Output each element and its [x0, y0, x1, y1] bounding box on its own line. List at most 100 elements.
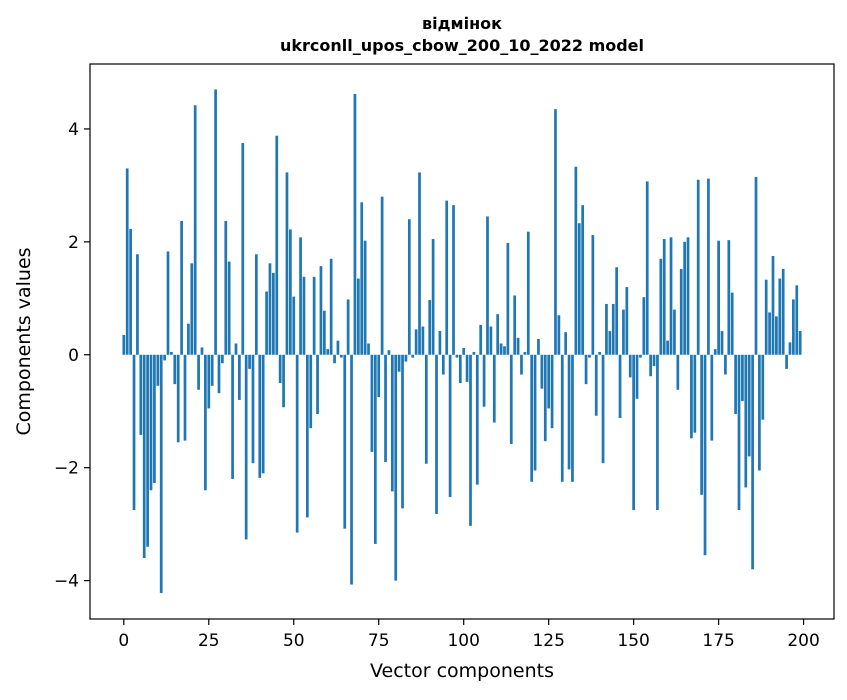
bar [261, 354, 265, 474]
bar [758, 354, 761, 471]
bar [207, 354, 211, 409]
bar [472, 351, 476, 355]
bar [407, 219, 411, 355]
bar [370, 354, 374, 452]
bar [673, 309, 676, 355]
bar [136, 254, 139, 355]
bar [125, 168, 129, 355]
bar [210, 354, 214, 386]
bar [285, 172, 289, 355]
y-tick-label: −4 [54, 572, 79, 592]
chart-title-line-1: відмінок [422, 14, 502, 33]
bar [577, 223, 581, 355]
bar [611, 303, 615, 355]
bar [156, 354, 160, 386]
bar [792, 299, 795, 355]
bar [489, 326, 493, 355]
bar [438, 331, 442, 355]
bar [537, 338, 540, 355]
bar [513, 295, 517, 355]
y-axis-ticks: −4 −2 0 2 4 [54, 120, 90, 592]
x-tick-label: 75 [368, 631, 390, 651]
bar [523, 351, 527, 355]
bar [346, 299, 350, 355]
bar [785, 354, 788, 369]
bar [360, 202, 364, 355]
bar [591, 235, 595, 355]
bar [132, 354, 136, 511]
bar [142, 354, 146, 559]
bar [244, 354, 248, 540]
bar [390, 354, 394, 492]
bar [166, 251, 170, 355]
bar [316, 354, 319, 415]
bar [163, 354, 166, 361]
bar [676, 354, 680, 390]
bar [176, 354, 180, 443]
bar [492, 354, 496, 423]
bar [645, 181, 649, 355]
bar [319, 266, 323, 355]
bar [343, 354, 347, 529]
bar [526, 231, 530, 355]
x-tick-label: 0 [118, 631, 129, 651]
plot-frame [89, 63, 835, 620]
bar [533, 354, 537, 471]
bar [377, 354, 381, 398]
bar [122, 335, 126, 355]
bar [373, 354, 377, 544]
bar [737, 354, 741, 511]
bar [475, 354, 479, 485]
bar [550, 354, 554, 429]
bar [543, 354, 547, 442]
bar [397, 354, 401, 372]
x-tick-label: 125 [532, 631, 564, 651]
bar [707, 178, 710, 355]
bar [428, 300, 432, 355]
bar [305, 354, 309, 518]
bar [465, 354, 469, 382]
bar [278, 354, 282, 383]
bar [639, 354, 642, 358]
bar [615, 267, 619, 355]
bar [795, 285, 799, 355]
bar [193, 105, 197, 355]
bar [173, 354, 177, 385]
bar [486, 216, 489, 355]
bar [724, 354, 727, 375]
bar [741, 354, 744, 402]
bar [632, 354, 635, 511]
bar [200, 347, 204, 355]
bar [747, 354, 751, 457]
bar [265, 291, 268, 355]
bar [445, 200, 449, 355]
bar [788, 342, 792, 355]
bar [326, 349, 330, 355]
bar [275, 135, 279, 355]
bar [656, 354, 659, 511]
bar [751, 354, 754, 570]
bar [520, 354, 523, 375]
bar [418, 172, 421, 355]
y-axis-label: Components values [13, 247, 35, 435]
bar [333, 354, 336, 364]
bar [683, 241, 686, 355]
bar [540, 354, 544, 389]
bar [183, 354, 187, 441]
bar [601, 354, 605, 464]
bar [798, 331, 802, 355]
bar [448, 354, 452, 498]
bar [530, 354, 534, 482]
bar [421, 326, 425, 355]
bar [625, 287, 629, 355]
bar [272, 272, 275, 355]
bar [771, 255, 775, 355]
bar [462, 347, 466, 355]
bar [441, 354, 445, 375]
bar [129, 228, 132, 355]
bar [703, 354, 707, 556]
bar [781, 268, 785, 355]
bar [768, 312, 771, 355]
